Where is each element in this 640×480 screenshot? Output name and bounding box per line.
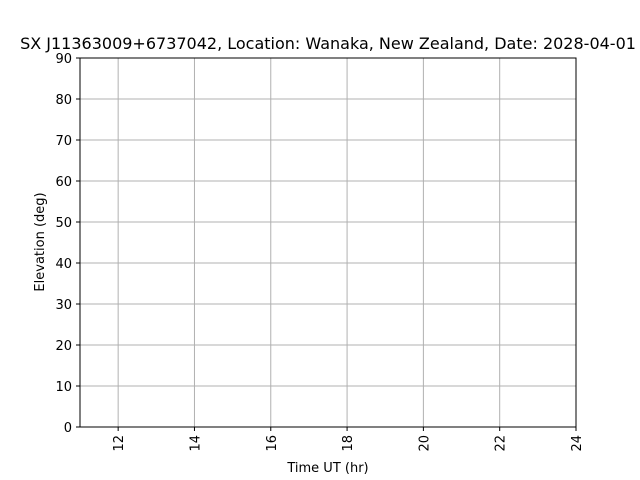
tick-marks — [76, 57, 577, 431]
y-tick-label-90: 90 — [55, 52, 72, 67]
x-tick-label-18: 18 — [341, 435, 356, 452]
plot-area-frame — [79, 57, 577, 428]
y-axis-label: Elevation (deg) — [33, 192, 48, 291]
y-tick-label-50: 50 — [55, 216, 72, 231]
x-tick-label-14: 14 — [188, 435, 203, 452]
y-tick-label-80: 80 — [55, 93, 72, 108]
y-tick-label-20: 20 — [55, 339, 72, 354]
y-tick-label-40: 40 — [55, 257, 72, 272]
x-tick-label-24: 24 — [570, 435, 585, 452]
y-tick-label-10: 10 — [55, 380, 72, 395]
y-tick-label-0: 0 — [64, 421, 72, 436]
x-tick-label-16: 16 — [265, 435, 280, 452]
x-tick-label-22: 22 — [494, 435, 509, 452]
x-axis-label: Time UT (hr) — [286, 461, 368, 476]
chart-title: SX J11363009+6737042, Location: Wanaka, … — [20, 34, 636, 53]
y-tick-label-70: 70 — [55, 134, 72, 149]
y-tick-label-30: 30 — [55, 298, 72, 313]
tick-labels: 12 14 16 18 20 22 24 0 10 20 30 40 50 60 70 80 90 — [55, 52, 585, 452]
y-tick-label-60: 60 — [55, 175, 72, 190]
x-tick-label-12: 12 — [112, 435, 127, 452]
x-tick-label-20: 20 — [417, 435, 432, 452]
